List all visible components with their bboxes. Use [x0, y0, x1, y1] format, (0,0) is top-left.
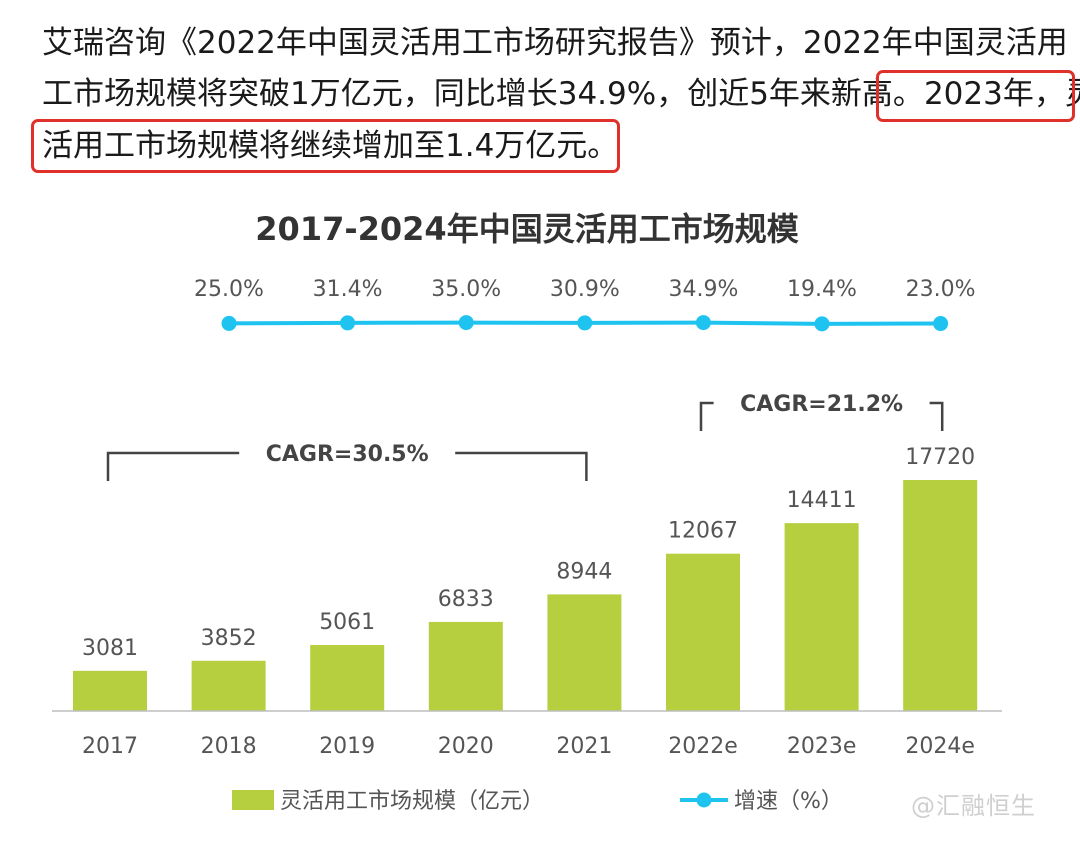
x-tick-label: 2018 [201, 734, 257, 759]
growth-label: 19.4% [787, 277, 857, 302]
highlight-box-1 [876, 70, 1075, 122]
bar-value-label: 3852 [201, 626, 257, 651]
legend-bar-label: 灵活用工市场规模（亿元） [280, 789, 544, 814]
growth-label: 23.0% [906, 277, 976, 302]
x-tick-label: 2023e [787, 734, 857, 759]
article-text: 艾瑞咨询《2022年中国灵活用工市场研究报告》预计，2022年中国灵活用 工市场… [0, 0, 1080, 180]
growth-label: 25.0% [194, 277, 264, 302]
growth-point [933, 316, 949, 332]
article-line-3: 活用工市场规模将继续增加至1.4万亿元。 [42, 128, 619, 164]
cagr-bracket-left [699, 401, 714, 431]
article-line-2: 工市场规模将突破1万亿元，同比增长34.9%，创近5年来新高。2023年，灵 [42, 71, 1080, 117]
legend-line-label: 增速（%） [734, 789, 843, 814]
bar-2021 [547, 594, 622, 711]
market-size-chart: 2017-2024年中国灵活用工市场规模 25.0% 31.4% 35.0% 30.9… [52, 210, 1002, 814]
growth-point [340, 315, 356, 331]
x-tick-label: 2024e [905, 734, 975, 759]
bar-2024e [903, 480, 978, 711]
growth-point [458, 315, 474, 331]
bar-2018 [191, 660, 266, 711]
bar-value-label: 17720 [905, 445, 975, 470]
growth-point [695, 315, 711, 331]
bar-2019 [310, 645, 385, 711]
cagr-bracket-right [455, 451, 588, 481]
bar-value-label: 3081 [82, 636, 138, 661]
growth-label: 30.9% [550, 277, 620, 302]
cagr-bracket-left [106, 451, 240, 481]
chart-legend: 灵活用工市场规模（亿元） 增速（%） [232, 789, 843, 814]
cagr-annotations: CAGR=30.5% CAGR=21.2% [106, 392, 944, 481]
bar-value-label: 12067 [668, 519, 738, 544]
growth-label: 34.9% [668, 277, 738, 302]
x-tick-label: 2020 [438, 734, 494, 759]
x-tick-label: 2019 [319, 734, 375, 759]
cagr-bracket-right [929, 401, 944, 431]
growth-label: 31.4% [313, 277, 383, 302]
x-axis-ticks: 2017 2018 2019 2020 2021 2022e 2023e 2024e [82, 734, 975, 759]
article-line-1: 艾瑞咨询《2022年中国灵活用工市场研究报告》预计，2022年中国灵活用 [42, 25, 1068, 61]
growth-point [221, 315, 237, 331]
watermark-text: @汇融恒生 [911, 792, 1036, 820]
growth-label: 35.0% [431, 277, 501, 302]
x-tick-label: 2017 [82, 734, 138, 759]
legend-bar-swatch [232, 790, 274, 810]
bar-value-label: 14411 [787, 488, 857, 513]
article-line-2-a: 工市场规模将突破1万亿元，同比增长34.9%，创近5年来新高。 [42, 76, 924, 112]
growth-point [814, 316, 830, 332]
highlight-box-2 [31, 119, 620, 173]
bar-value-label: 8944 [556, 559, 612, 584]
bar-group: 3081 3852 5061 6833 8944 12067 14411 17720 [73, 445, 978, 711]
legend-line-marker [696, 792, 712, 808]
cagr-label: CAGR=21.2% [740, 392, 903, 417]
growth-line-group: 25.0% 31.4% 35.0% 30.9% 34.9% 19.4% 23.0% [194, 277, 976, 332]
bar-2023e [784, 523, 859, 711]
bar-2020 [428, 621, 503, 711]
bar-value-label: 6833 [438, 587, 494, 612]
growth-point [577, 315, 593, 331]
x-tick-label: 2022e [668, 734, 738, 759]
x-tick-label: 2021 [556, 734, 612, 759]
bar-2022e [666, 553, 740, 711]
bar-2017 [73, 670, 147, 711]
cagr-label: CAGR=30.5% [266, 442, 429, 467]
chart-title: 2017-2024年中国灵活用工市场规模 [255, 210, 798, 248]
bar-value-label: 5061 [319, 610, 375, 635]
article-line-2-b: 2023年，灵 [923, 76, 1080, 112]
